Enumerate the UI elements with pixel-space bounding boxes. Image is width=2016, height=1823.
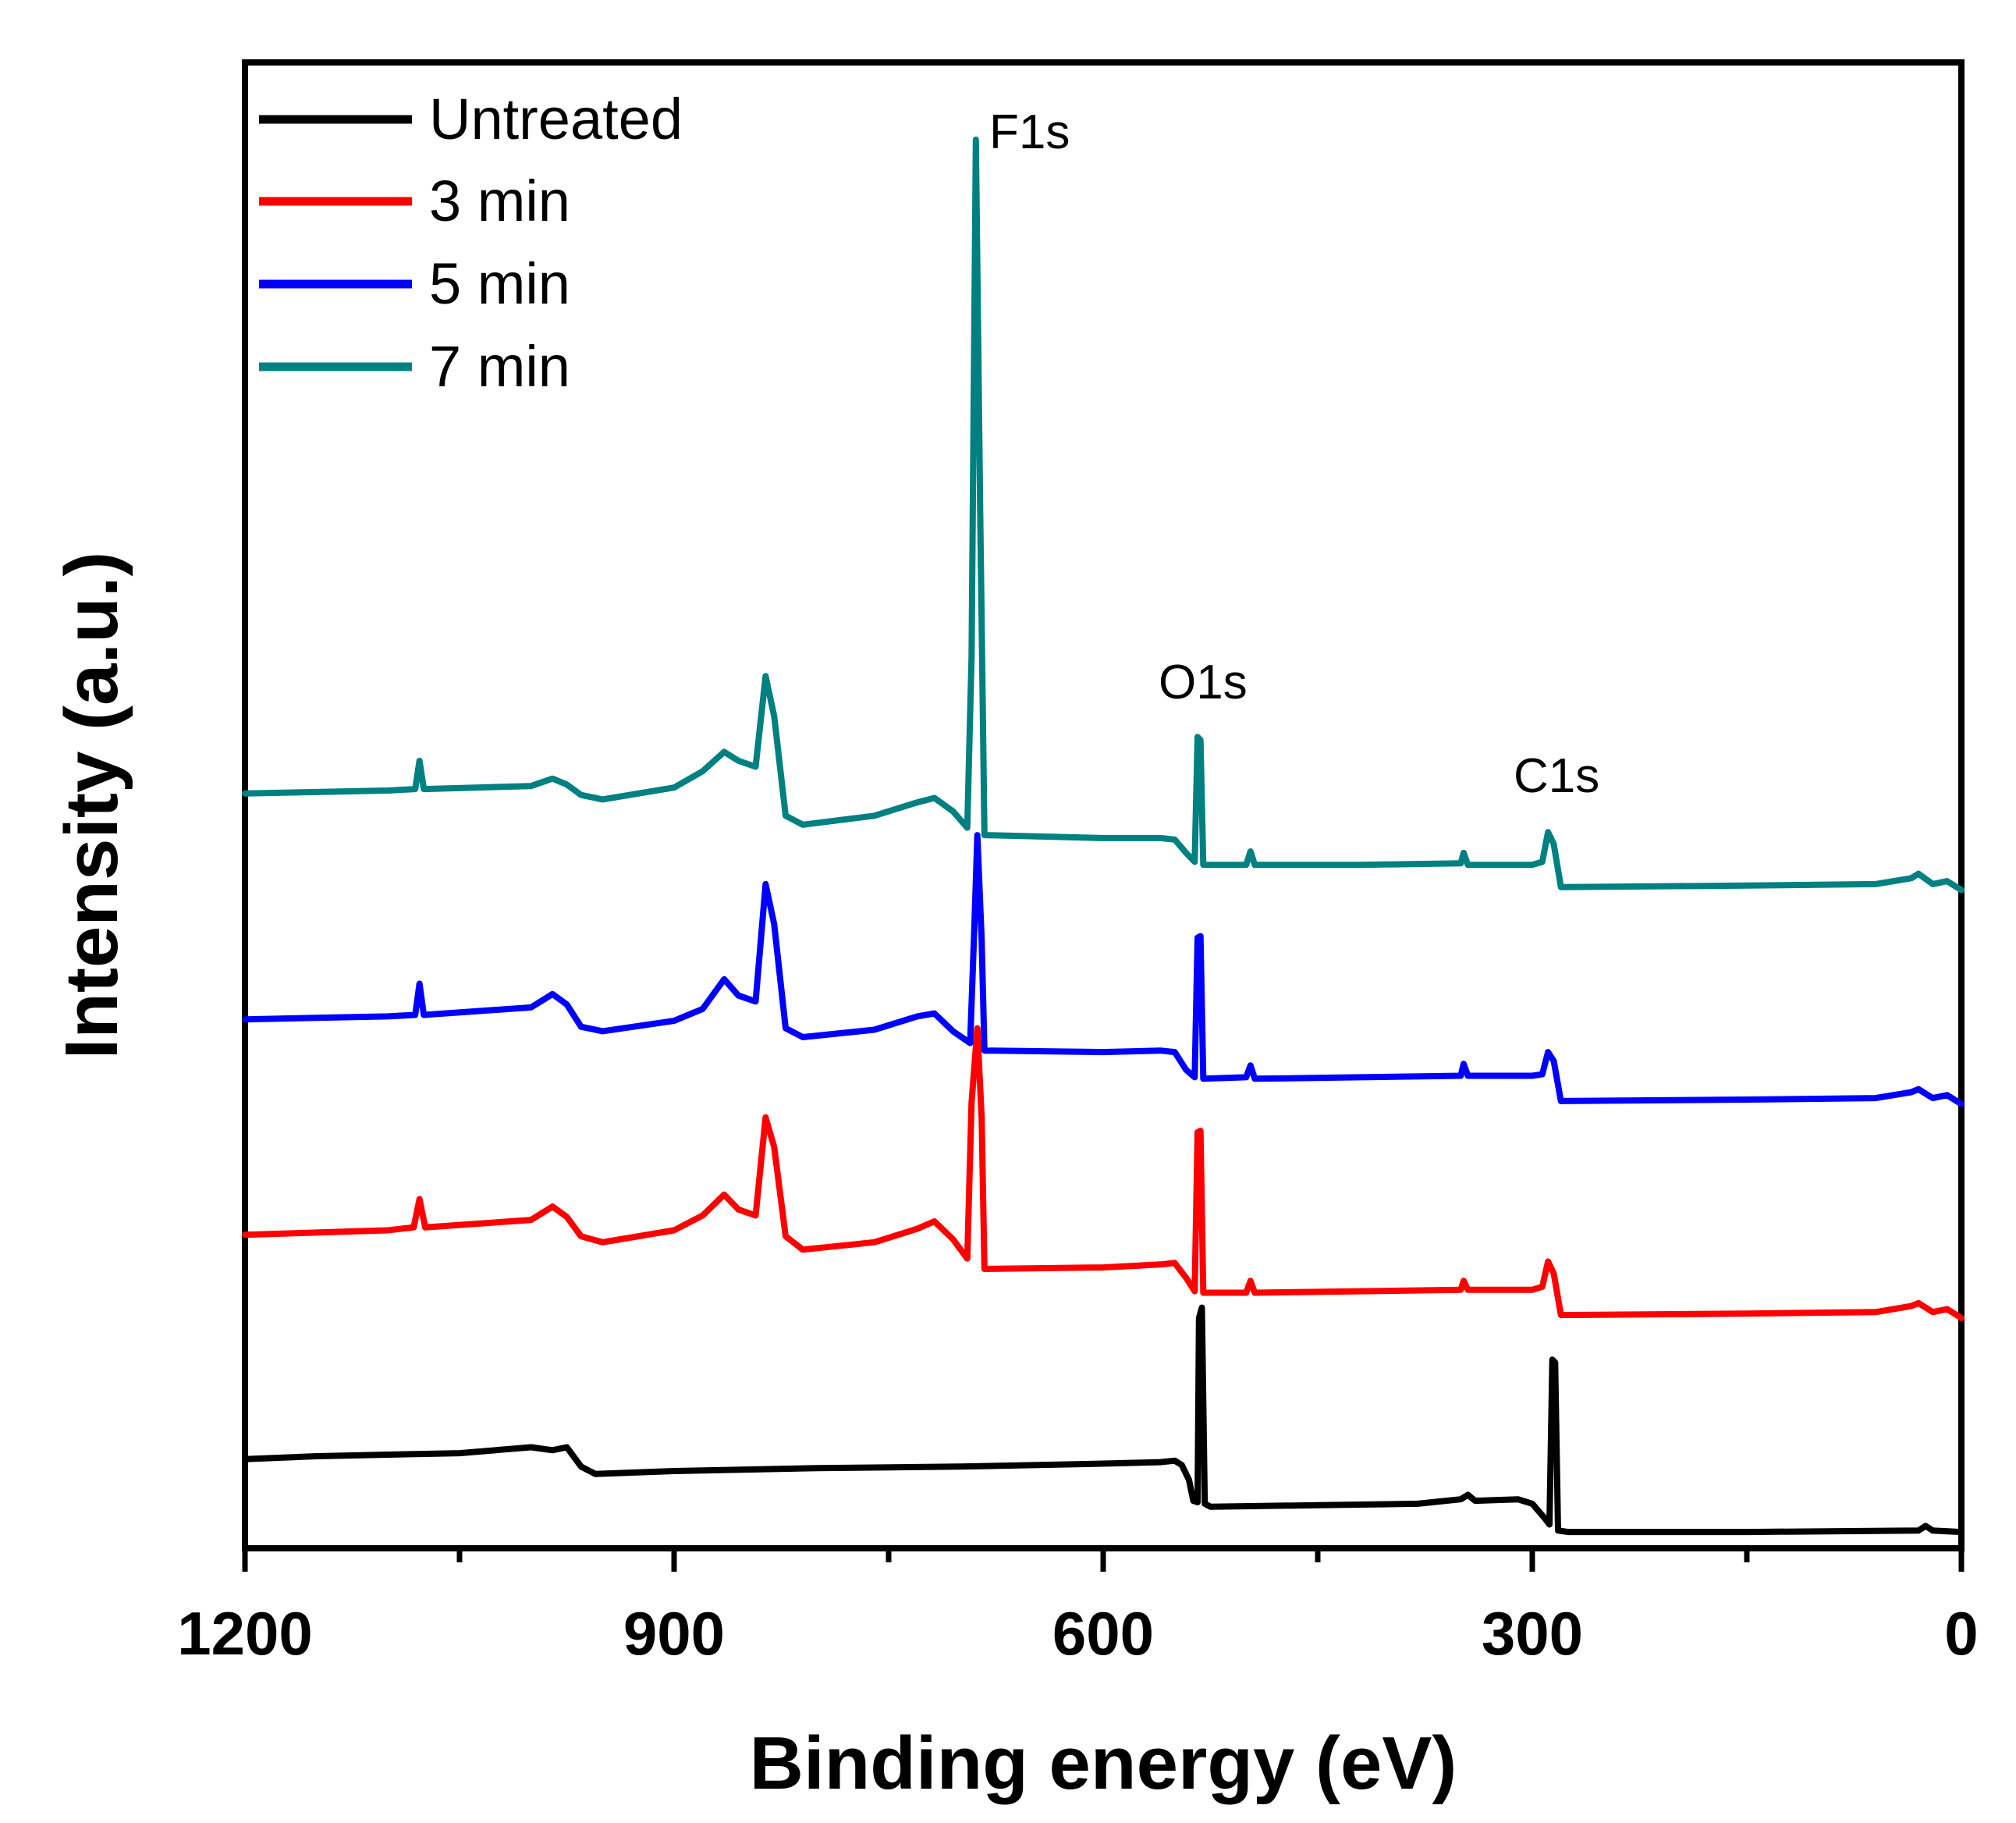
series-line-3-min <box>242 1025 1965 1321</box>
series-line-7-min <box>242 137 1965 894</box>
annotation-c1s: C1s <box>1514 749 1599 803</box>
x-tick-label: 0 <box>1944 1599 1978 1668</box>
legend-label: 5 min <box>429 251 570 316</box>
x-tick-label: 600 <box>1052 1599 1154 1668</box>
series-line-5-min <box>242 832 1965 1107</box>
annotation-f1s: F1s <box>989 105 1070 159</box>
legend-label: 3 min <box>429 169 570 233</box>
x-axis-tick-labels: 1200 900 600 300 0 <box>177 1599 1978 1668</box>
series-layer <box>242 137 1965 1536</box>
legend: Untreated 3 min 5 min 7 min <box>259 87 683 399</box>
x-tick-label: 300 <box>1482 1599 1583 1668</box>
x-tick-label: 1200 <box>177 1599 313 1668</box>
legend-label: Untreated <box>429 87 683 151</box>
x-tick-label: 900 <box>623 1599 725 1668</box>
x-axis-title: Binding energy (eV) <box>750 1722 1457 1805</box>
y-axis-title: Intensity (a.u.) <box>50 552 133 1060</box>
legend-label: 7 min <box>429 334 570 399</box>
annotation-o1s: O1s <box>1159 656 1248 709</box>
x-axis-ticks <box>242 1548 1965 1572</box>
series-line-untreated <box>242 1304 1965 1536</box>
peak-annotations: F1s O1s C1s <box>989 105 1599 803</box>
